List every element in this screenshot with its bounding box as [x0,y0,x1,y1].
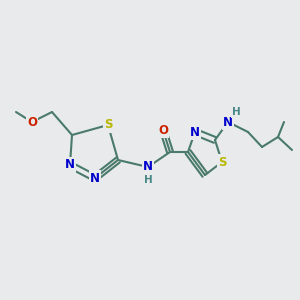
Text: N: N [65,158,75,172]
Text: S: S [218,155,226,169]
Text: N: N [190,125,200,139]
Text: O: O [27,116,37,128]
Text: N: N [90,172,100,184]
Text: N: N [143,160,153,173]
Text: H: H [144,175,152,185]
Text: O: O [158,124,168,136]
Text: N: N [223,116,233,128]
Text: H: H [232,107,240,117]
Text: S: S [104,118,112,131]
